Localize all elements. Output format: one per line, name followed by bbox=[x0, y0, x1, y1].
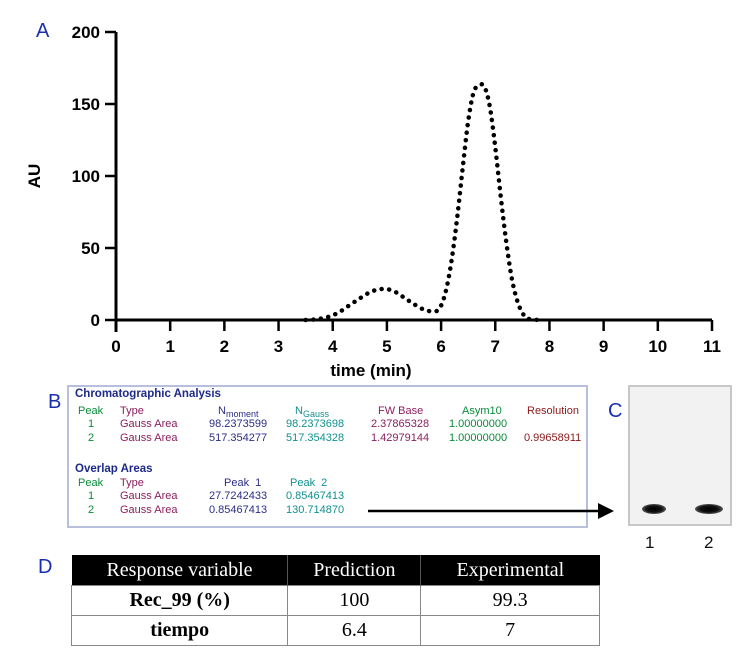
header-type: Type bbox=[120, 405, 144, 417]
overlap-row1-type: Gauss Area bbox=[120, 490, 178, 502]
x-tick-label: 4 bbox=[328, 337, 338, 356]
overlap-header-peak: Peak bbox=[78, 477, 104, 489]
row2-resolution: 0.99658911 bbox=[524, 432, 582, 444]
overlap-row1-peak: 1 bbox=[88, 490, 95, 502]
y-tick-label: 0 bbox=[91, 311, 100, 330]
header-n-gauss: NGauss bbox=[295, 405, 329, 420]
row1-n-moment: 98.2373599 bbox=[209, 418, 268, 430]
chromatographic-analysis-box: Chromatographic Analysis Peak Type Nmome… bbox=[67, 385, 588, 528]
row1-fw-base: 2.37865328 bbox=[371, 418, 430, 430]
row2-type: Gauss Area bbox=[120, 432, 178, 444]
y-tick-label: 50 bbox=[81, 239, 100, 258]
y-axis-label: AU bbox=[25, 164, 44, 189]
lane-label-1: 1 bbox=[645, 533, 655, 552]
chromatogram-series-line bbox=[303, 82, 541, 323]
cell-variable: tiempo bbox=[70, 615, 289, 646]
y-tick-label: 200 bbox=[72, 23, 100, 42]
header-fw-base: FW Base bbox=[378, 405, 424, 417]
panel-label-a: A bbox=[36, 20, 50, 42]
gel-band-1 bbox=[642, 504, 666, 514]
chromatogram-chart: 0 1 2 3 4 5 6 7 8 9 10 11 0 50 100 150 200 time (min) AU bbox=[25, 23, 721, 380]
row1-n-gauss: 98.2373698 bbox=[286, 418, 345, 430]
overlap-row2-type: Gauss Area bbox=[120, 504, 178, 516]
row2-n-moment: 517.354277 bbox=[209, 432, 268, 444]
overlap-row1-peak2: 0.85467413 bbox=[286, 490, 345, 502]
row2-fw-base: 1.42979144 bbox=[371, 432, 430, 444]
table-row: tiempo 6.4 7 bbox=[70, 615, 600, 646]
row1-peak: 1 bbox=[88, 418, 95, 430]
header-n-moment: Nmoment bbox=[218, 405, 259, 420]
panel-label-c: C bbox=[608, 400, 623, 422]
x-tick-label: 3 bbox=[274, 337, 283, 356]
cell-prediction: 100 bbox=[287, 585, 422, 616]
gel-image bbox=[628, 385, 732, 526]
x-tick-label: 6 bbox=[436, 337, 445, 356]
overlap-header-peak1: Peak 1 bbox=[224, 477, 262, 489]
y-tick-label: 150 bbox=[72, 95, 100, 114]
row1-type: Gauss Area bbox=[120, 418, 178, 430]
y-tick-label: 100 bbox=[72, 167, 100, 186]
row2-n-gauss: 517.354328 bbox=[286, 432, 345, 444]
x-tick-label: 10 bbox=[648, 337, 667, 356]
header-asym10: Asym10 bbox=[462, 405, 502, 417]
header-peak: Peak bbox=[78, 405, 104, 417]
chart-series bbox=[303, 82, 541, 323]
lane-label-2: 2 bbox=[704, 533, 714, 552]
header-experimental: Experimental bbox=[420, 555, 600, 586]
row2-peak: 2 bbox=[88, 432, 95, 444]
x-tick-label: 0 bbox=[111, 337, 120, 356]
chart-ticks: 0 1 2 3 4 5 6 7 8 9 10 11 0 50 100 150 200 bbox=[72, 23, 721, 356]
cell-experimental: 7 bbox=[420, 615, 600, 646]
header-response-variable: Response variable bbox=[71, 555, 288, 586]
cell-experimental: 99.3 bbox=[420, 585, 600, 616]
cell-prediction: 6.4 bbox=[287, 615, 422, 646]
x-tick-label: 11 bbox=[703, 337, 721, 356]
x-tick-label: 7 bbox=[491, 337, 500, 356]
x-axis-label: time (min) bbox=[330, 361, 411, 380]
chart-axes bbox=[114, 32, 712, 332]
row1-asym10: 1.00000000 bbox=[449, 418, 508, 430]
gel-band-2 bbox=[695, 504, 723, 514]
arrow-head-icon bbox=[598, 503, 614, 519]
analysis-title: Chromatographic Analysis bbox=[75, 388, 221, 400]
x-tick-label: 8 bbox=[545, 337, 554, 356]
header-prediction: Prediction bbox=[287, 555, 421, 586]
overlap-row2-peak2: 130.714870 bbox=[286, 504, 345, 516]
table-header-row: Response variable Prediction Experimenta… bbox=[71, 555, 600, 586]
x-tick-label: 1 bbox=[165, 337, 174, 356]
x-tick-label: 5 bbox=[382, 337, 391, 356]
panel-label-d: D bbox=[38, 556, 53, 578]
x-tick-label: 2 bbox=[220, 337, 229, 356]
table-row: Rec_99 (%) 100 99.3 bbox=[70, 585, 600, 616]
overlap-row1-peak1: 27.7242433 bbox=[209, 490, 268, 502]
response-table: Response variable Prediction Experimenta… bbox=[70, 555, 600, 646]
panel-label-b: B bbox=[48, 391, 62, 413]
overlap-header-peak2: Peak 2 bbox=[290, 477, 328, 489]
overlap-row2-peak1: 0.85467413 bbox=[209, 504, 268, 516]
overlap-header-type: Type bbox=[120, 477, 144, 489]
cell-variable: Rec_99 (%) bbox=[70, 585, 289, 616]
row2-asym10: 1.00000000 bbox=[449, 432, 508, 444]
x-tick-label: 9 bbox=[599, 337, 608, 356]
overlap-title: Overlap Areas bbox=[75, 463, 153, 475]
overlap-row2-peak: 2 bbox=[88, 504, 95, 516]
header-resolution: Resolution bbox=[527, 405, 579, 417]
